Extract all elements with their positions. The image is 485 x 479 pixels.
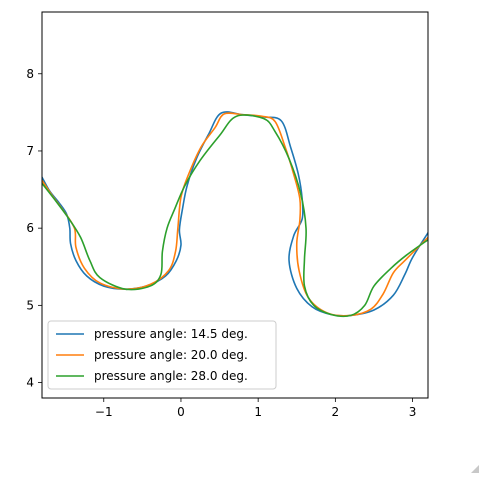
y-tick-label: 7	[26, 144, 34, 158]
x-tick-label: 0	[177, 405, 185, 419]
series-layer	[42, 111, 428, 318]
x-axis: −1 0 1 2 3	[95, 398, 416, 419]
x-tick-label: 3	[409, 405, 417, 419]
legend-label: pressure angle: 20.0 deg.	[94, 348, 248, 362]
legend-entry: pressure angle: 20.0 deg.	[56, 348, 248, 362]
x-tick-label: 1	[254, 405, 262, 419]
y-tick-label: 5	[26, 298, 34, 312]
axes-frame	[41, 11, 429, 399]
resize-grip-icon[interactable]	[471, 465, 479, 473]
axes-spines	[41, 11, 429, 399]
legend-label: pressure angle: 14.5 deg.	[94, 327, 248, 341]
y-tick-label: 6	[26, 221, 34, 235]
x-tick-label: −1	[95, 405, 113, 419]
legend-label: pressure angle: 28.0 deg.	[94, 369, 248, 383]
legend-entry: pressure angle: 28.0 deg.	[56, 369, 248, 383]
y-tick-label: 4	[26, 376, 34, 390]
series-line-3	[42, 114, 428, 318]
legend-frame	[47, 320, 277, 390]
y-axis: 4 5 6 7 8	[26, 67, 42, 390]
legend: pressure angle: 14.5 deg. pressure angle…	[47, 320, 277, 390]
legend-entry: pressure angle: 14.5 deg.	[56, 327, 248, 341]
y-tick-label: 8	[26, 67, 34, 81]
x-tick-label: 2	[332, 405, 340, 419]
